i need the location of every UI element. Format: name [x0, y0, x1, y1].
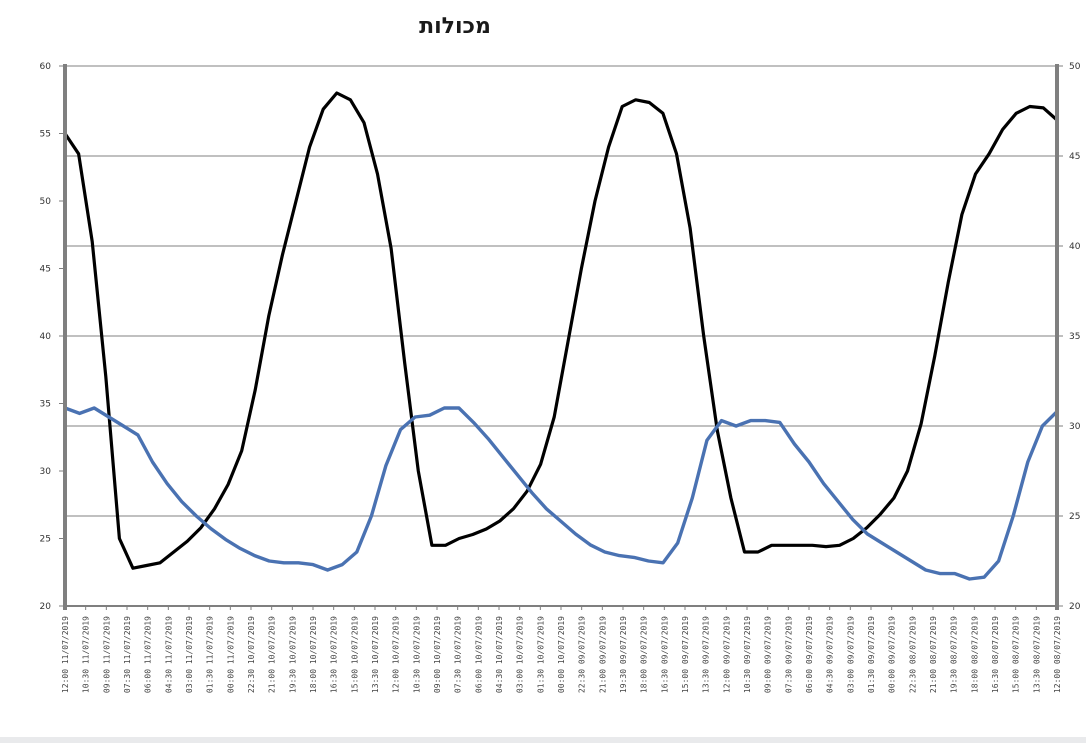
x-tick-label: 21:00 10/07/2019	[268, 616, 277, 693]
x-tick-label: 18:00 08/07/2019	[970, 616, 979, 693]
x-tick-label: 18:00 10/07/2019	[309, 616, 318, 693]
y2-tick-label: 25	[1069, 512, 1080, 522]
x-tick-label: 06:00 10/07/2019	[474, 616, 483, 693]
x-tick-label: 13:30 10/07/2019	[371, 616, 380, 693]
y-tick-label: 60	[40, 62, 52, 72]
y2-tick-label: 50	[1069, 62, 1081, 72]
x-tick-label: 15:00 09/07/2019	[681, 616, 690, 693]
x-tick-label: 07:30 09/07/2019	[784, 616, 793, 693]
y-tick-label: 40	[40, 332, 52, 342]
x-tick-label: 22:30 10/07/2019	[247, 616, 256, 693]
x-tick-label: 12:00 11/07/2019	[61, 616, 70, 693]
x-tick-label: 00:00 11/07/2019	[226, 616, 235, 693]
x-tick-label: 10:30 10/07/2019	[412, 616, 421, 693]
x-tick-label: 12:00 10/07/2019	[392, 616, 401, 693]
y-tick-label: 25	[40, 535, 51, 545]
x-tick-label: 06:00 11/07/2019	[144, 616, 153, 693]
y2-tick-label: 35	[1069, 332, 1080, 342]
x-tick-label: 09:00 09/07/2019	[764, 616, 773, 693]
x-tick-label: 16:30 10/07/2019	[330, 616, 339, 693]
x-tick-label: 10:30 11/07/2019	[82, 616, 91, 693]
y2-tick-label: 45	[1069, 152, 1080, 162]
x-tick-label: 16:30 09/07/2019	[660, 616, 669, 693]
x-tick-label: 12:00 08/07/2019	[1053, 616, 1062, 693]
y2-tick-label: 30	[1069, 422, 1081, 432]
x-tick-label: 01:30 09/07/2019	[867, 616, 876, 693]
y-tick-label: 35	[40, 400, 51, 410]
x-tick-label: 19:30 08/07/2019	[950, 616, 959, 693]
bottom-bar	[0, 737, 1086, 743]
x-tick-label: 09:00 10/07/2019	[433, 616, 442, 693]
x-tick-label: 22:30 08/07/2019	[908, 616, 917, 693]
x-tick-label: 04:30 09/07/2019	[826, 616, 835, 693]
series-2-line	[63, 406, 1059, 581]
series-1-line	[63, 91, 1059, 570]
tick-labels: 60 55 50 45 40 35 30 25 20 50 45 40 35 30 25 20 12:00 11…	[40, 62, 1081, 693]
x-tick-label: 16:30 08/07/2019	[991, 616, 1000, 693]
y-tick-label: 55	[40, 130, 51, 140]
y-tick-label: 20	[40, 602, 52, 612]
gridlines	[65, 65, 1057, 607]
x-tick-label: 00:00 09/07/2019	[888, 616, 897, 693]
x-tick-label: 06:00 09/07/2019	[805, 616, 814, 693]
x-tick-label: 01:30 10/07/2019	[536, 616, 545, 693]
x-tick-label: 04:30 11/07/2019	[164, 616, 173, 693]
x-tick-label: 01:30 11/07/2019	[206, 616, 215, 693]
y-tick-label: 50	[40, 197, 52, 207]
x-tick-label: 21:00 08/07/2019	[929, 616, 938, 693]
x-tick-label: 09:00 11/07/2019	[102, 616, 111, 693]
y-tick-label: 30	[40, 467, 52, 477]
x-tick-label: 15:00 10/07/2019	[350, 616, 359, 693]
chart-title: מכולות	[419, 14, 491, 39]
x-tick-label: 03:00 09/07/2019	[846, 616, 855, 693]
x-tick-label: 13:30 08/07/2019	[1032, 616, 1041, 693]
x-tick-label: 10:30 09/07/2019	[743, 616, 752, 693]
x-tick-label: 12:00 09/07/2019	[722, 616, 731, 693]
y2-tick-label: 40	[1069, 242, 1081, 252]
x-tick-label: 03:00 11/07/2019	[185, 616, 194, 693]
x-tick-label: 18:00 09/07/2019	[640, 616, 649, 693]
x-tick-label: 19:30 10/07/2019	[288, 616, 297, 693]
x-tick-label: 07:30 10/07/2019	[454, 616, 463, 693]
x-tick-label: 21:00 09/07/2019	[598, 616, 607, 693]
x-tick-label: 07:30 11/07/2019	[123, 616, 132, 693]
x-tick-label: 22:30 09/07/2019	[578, 616, 587, 693]
x-tick-label: 04:30 10/07/2019	[495, 616, 504, 693]
x-tick-label: 19:30 09/07/2019	[619, 616, 628, 693]
y-tick-label: 45	[40, 265, 51, 275]
series-lines	[63, 91, 1059, 581]
x-tick-label: 13:30 09/07/2019	[702, 616, 711, 693]
x-tick-label: 15:00 08/07/2019	[1012, 616, 1021, 693]
axes	[59, 64, 1063, 610]
y2-tick-label: 20	[1069, 602, 1081, 612]
x-tick-label: 03:00 10/07/2019	[516, 616, 525, 693]
x-tick-label: 00:00 10/07/2019	[557, 616, 566, 693]
